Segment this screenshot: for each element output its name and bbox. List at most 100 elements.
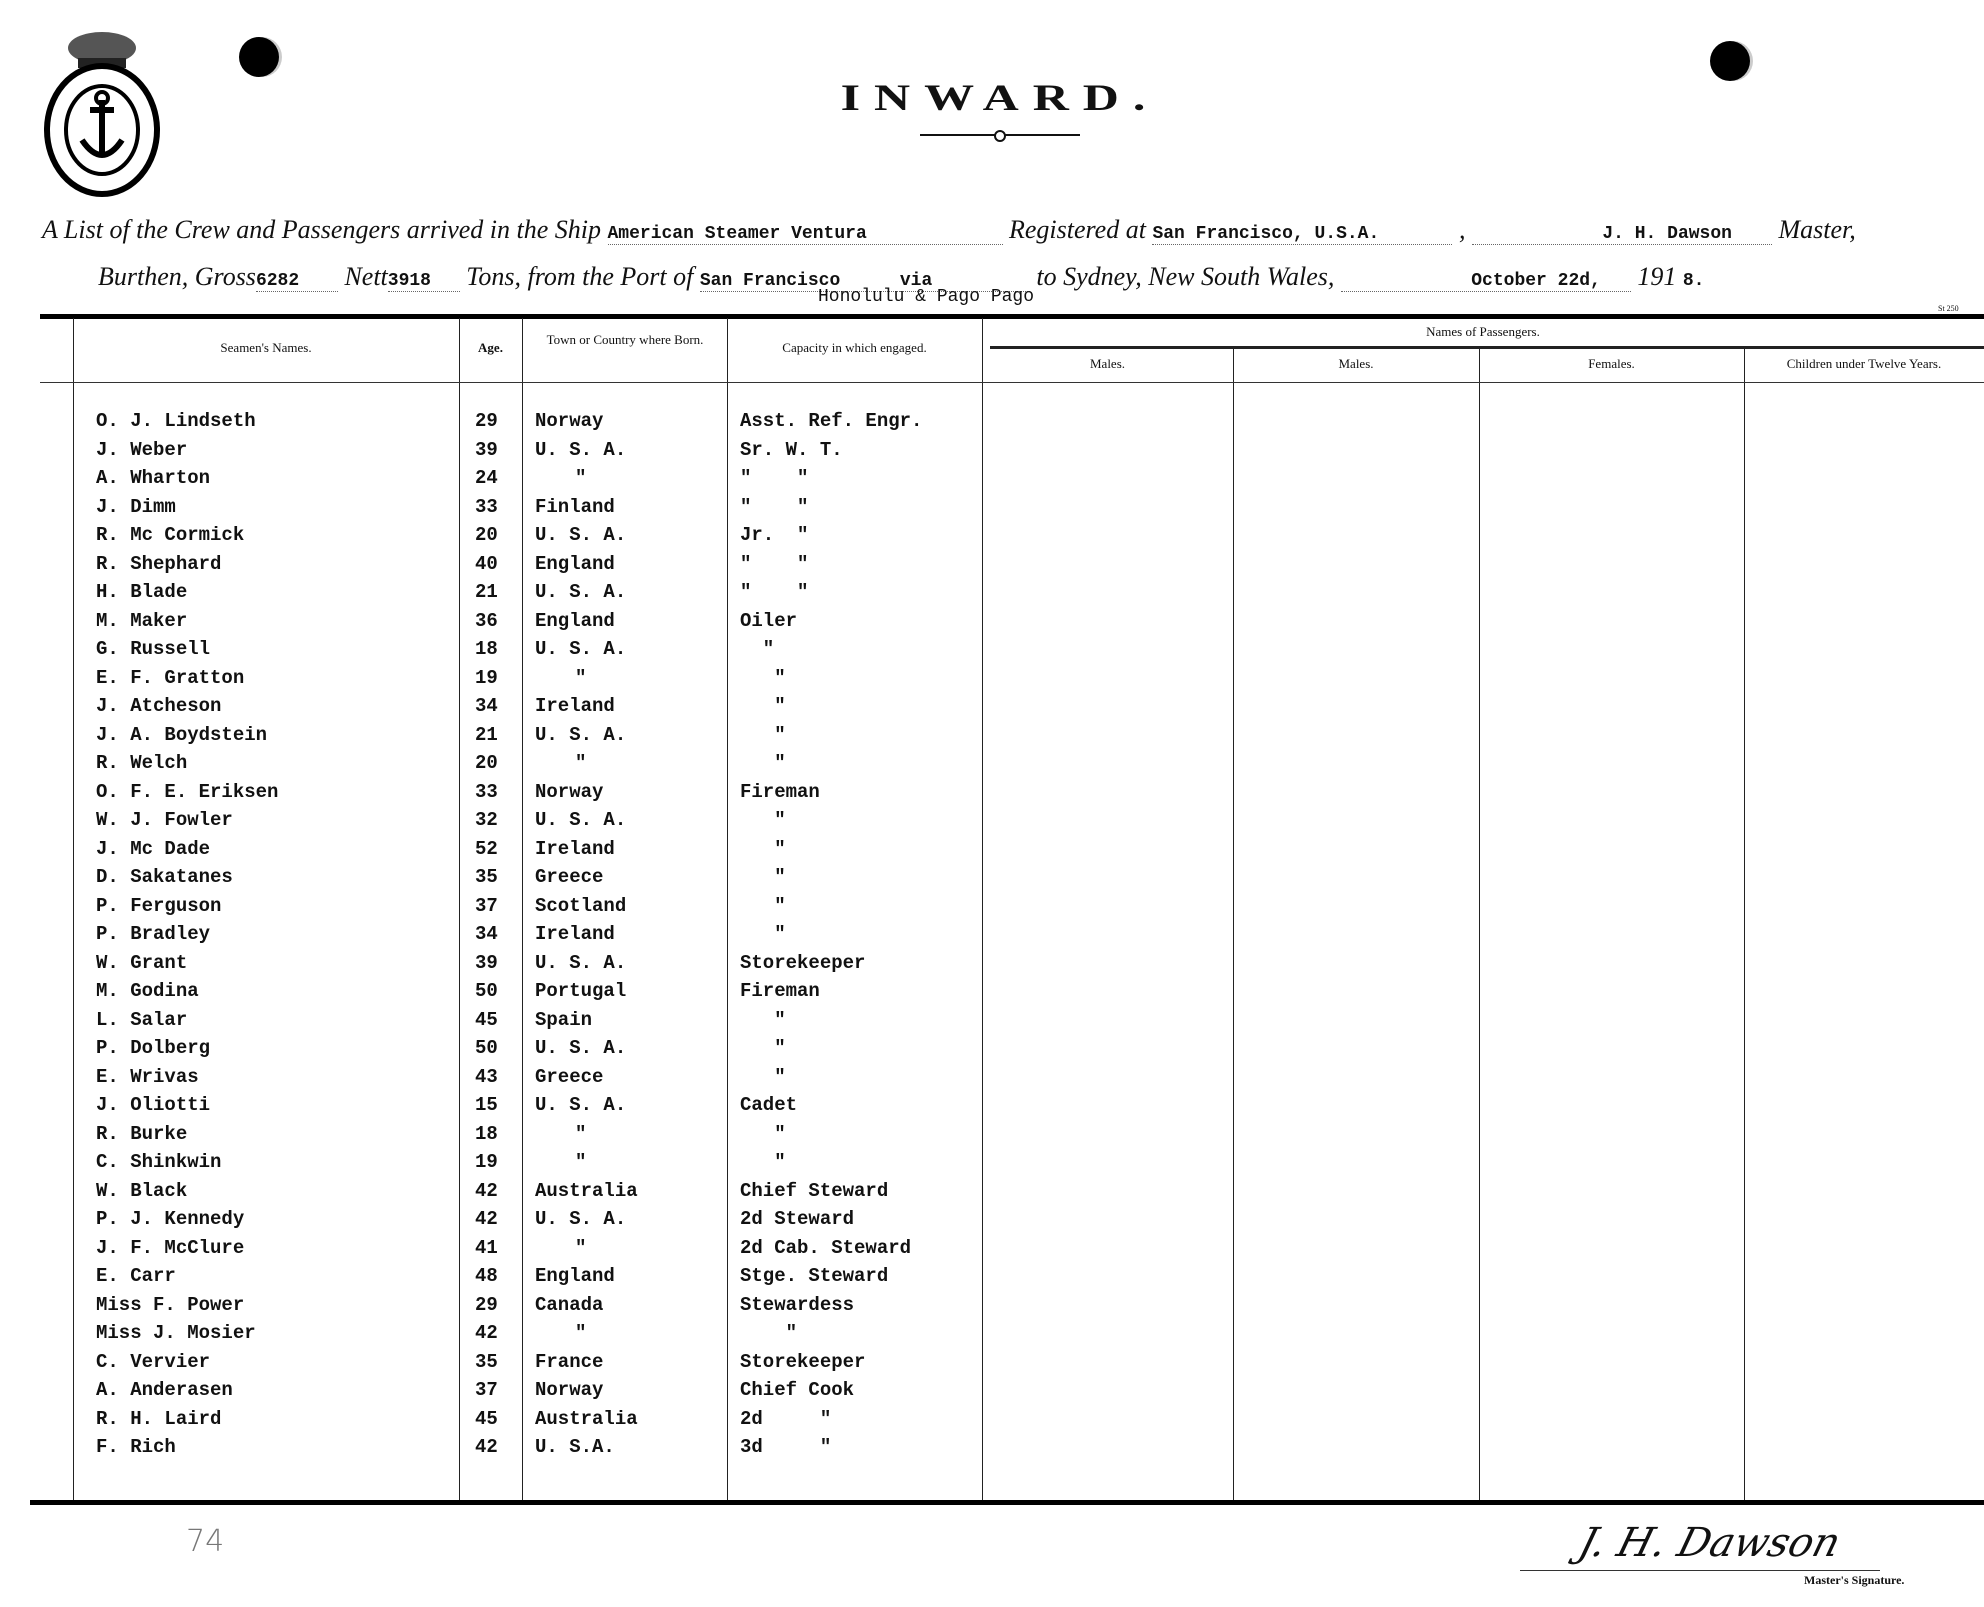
crew-capacity: Asst. Ref. Engr. <box>740 410 923 432</box>
crew-born: U. S. A. <box>535 524 627 546</box>
crew-age: 42 <box>475 1208 498 1230</box>
departure-port: San Francisco <box>699 271 900 292</box>
arrival-date: October 22d, <box>1340 271 1631 292</box>
crew-born: Ireland <box>535 695 615 717</box>
crew-age: 15 <box>475 1094 498 1116</box>
column-divider <box>1233 348 1234 1502</box>
crew-born: U. S. A. <box>535 638 627 660</box>
crew-age: 50 <box>475 1037 498 1059</box>
column-divider <box>522 318 523 1502</box>
crew-name: J. Oliotti <box>96 1094 211 1116</box>
crew-age: 40 <box>475 552 498 575</box>
crew-age: 24 <box>475 467 498 489</box>
crew-born: Norway <box>535 410 604 432</box>
crew-age: 32 <box>475 809 498 831</box>
crew-age: 18 <box>475 638 498 660</box>
crew-age: 37 <box>475 894 498 917</box>
col-header-capacity: Capacity in which engaged. <box>782 340 927 355</box>
crew-age: 19 <box>475 1151 498 1173</box>
crew-capacity: 3d " <box>740 1436 832 1458</box>
crew-age: 39 <box>475 951 498 974</box>
crew-capacity: " <box>740 1151 786 1173</box>
crew-capacity: " <box>740 809 786 831</box>
punch-hole <box>239 37 279 77</box>
crew-capacity: " <box>740 1037 786 1059</box>
crew-born: U. S.A. <box>535 1436 615 1458</box>
crew-name: Miss J. Mosier <box>96 1322 256 1344</box>
crew-name: D. Sakatanes <box>96 866 233 888</box>
via-label: via <box>899 271 1030 292</box>
crew-capacity: " " <box>740 467 809 489</box>
crew-name: R. Shephard <box>96 552 222 575</box>
crew-name: J. Mc Dade <box>96 837 211 860</box>
crew-born: Norway <box>535 780 604 803</box>
form-number: St 250 <box>1938 304 1959 313</box>
crew-born: Ireland <box>535 837 615 860</box>
crew-name: P. Dolberg <box>96 1037 211 1059</box>
crew-capacity: Cadet <box>740 1094 798 1116</box>
column-divider <box>1479 348 1480 1502</box>
crew-born: " <box>575 1236 587 1259</box>
crew-capacity: " <box>740 666 786 689</box>
crew-age: 42 <box>475 1322 498 1344</box>
crew-age: 35 <box>475 1350 498 1373</box>
crew-name: G. Russell <box>96 638 211 660</box>
crew-capacity: " " <box>740 495 809 518</box>
passenger-subheader-rule <box>990 346 1984 349</box>
crew-capacity: Chief Steward <box>740 1179 889 1202</box>
crew-born: England <box>535 552 615 575</box>
crew-name: M. Godina <box>96 980 199 1002</box>
crew-capacity: " <box>740 1322 798 1344</box>
col-header-males-2: Males. <box>1338 356 1374 371</box>
crew-age: 29 <box>475 410 498 432</box>
crew-name: M. Maker <box>96 609 188 632</box>
crew-age: 34 <box>475 695 498 717</box>
header-line-2: Burthen, Gross6282 Nett3918 Tons, from t… <box>98 262 1705 292</box>
crew-born: Australia <box>535 1407 638 1430</box>
crew-capacity: " <box>740 1122 786 1145</box>
crew-capacity: " <box>740 923 786 945</box>
col-header-born: Town or Country where Born. <box>546 332 704 347</box>
crew-age: 45 <box>475 1008 498 1031</box>
crew-name: E. Carr <box>96 1265 176 1287</box>
crew-capacity: Stewardess <box>740 1293 855 1316</box>
crew-capacity: Jr. " <box>740 524 809 546</box>
crew-name: E. F. Gratton <box>96 666 245 689</box>
column-divider <box>982 318 983 1502</box>
crew-age: 41 <box>475 1236 498 1259</box>
crew-capacity: Sr. W. T. <box>740 438 843 461</box>
crew-name: E. Wrivas <box>96 1065 199 1088</box>
crew-name: A. Wharton <box>96 467 211 489</box>
column-divider <box>1744 348 1745 1502</box>
crew-capacity: " <box>740 752 786 774</box>
crew-age: 37 <box>475 1379 498 1401</box>
crew-born: U. S. A. <box>535 951 627 974</box>
crew-born: Canada <box>535 1293 604 1316</box>
crew-name: P. Ferguson <box>96 894 222 917</box>
page-title: INWARD. <box>840 76 1160 118</box>
crew-capacity: " <box>740 866 786 888</box>
crew-born: " <box>575 1322 587 1344</box>
crew-age: 35 <box>475 866 498 888</box>
crew-born: France <box>535 1350 604 1373</box>
column-divider <box>73 318 74 1502</box>
crew-name: C. Vervier <box>96 1350 211 1373</box>
crew-name: H. Blade <box>96 581 188 603</box>
crew-born: " <box>575 467 587 489</box>
crew-name: O. J. Lindseth <box>96 410 256 432</box>
crew-born: " <box>575 666 587 689</box>
crew-age: 34 <box>475 923 498 945</box>
col-header-children: Children under Twelve Years. <box>1786 356 1942 371</box>
header-line-1: A List of the Crew and Passengers arrive… <box>42 215 1856 245</box>
crew-age: 50 <box>475 980 498 1002</box>
crew-name: W. Grant <box>96 951 188 974</box>
col-header-passengers: Names of Passengers. <box>1426 324 1540 339</box>
col-header-females: Females. <box>1588 356 1635 371</box>
crew-name: F. Rich <box>96 1436 176 1458</box>
crew-capacity: Chief Cook <box>740 1379 855 1401</box>
crew-capacity: " " <box>740 552 809 575</box>
crew-age: 33 <box>475 780 498 803</box>
crew-name: P. J. Kennedy <box>96 1208 245 1230</box>
crew-born: " <box>575 1151 587 1173</box>
crew-born: England <box>535 609 615 632</box>
